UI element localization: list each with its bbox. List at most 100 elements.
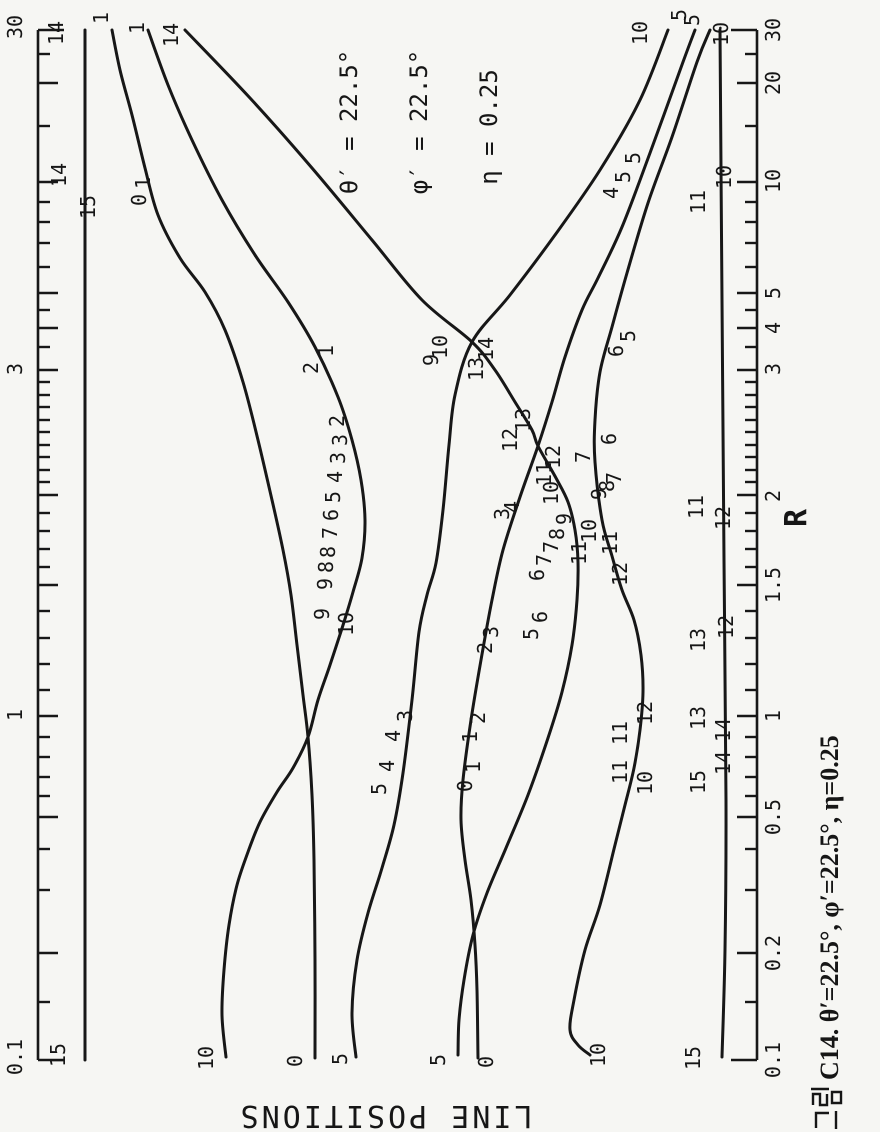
- curve-line-15-lower-label-8: 14: [711, 718, 735, 742]
- y-axis-title: LINE POSITIONS: [238, 1098, 533, 1132]
- curve-line-10-upper-label-14: 10: [334, 612, 358, 636]
- curve-line-0-lower-label-11: 0: [453, 780, 477, 792]
- axis-top-ruler-tick-label-0: 30: [3, 15, 27, 39]
- curve-line-15-lower-label-11: 15: [681, 1046, 705, 1070]
- curve-line-0-lower-label-4: 4: [500, 501, 524, 513]
- curve-line-5-lower-right-label-2: 13: [464, 357, 488, 381]
- axis-r-ruler-tick-label-9: 0.5: [761, 799, 785, 835]
- curve-line-5-lower-right-label-5: 12: [541, 445, 565, 469]
- curve-line-10-lower-label-7: 9: [587, 488, 611, 500]
- curve-line-5-lower-right-label-14: 5: [519, 628, 543, 640]
- curve-line-10-upper-label-12: 9: [313, 578, 337, 590]
- curve-line-10-upper-label-2: 2: [299, 362, 323, 374]
- curve-line-5-lower-right-label-10: 7: [539, 541, 563, 553]
- curve-line-5-lower-right-label-12: 6: [525, 569, 549, 581]
- hangul-rim: [811, 1092, 829, 1107]
- curve-line-10-lower-label-4: 7: [571, 451, 595, 463]
- curve-line-5-upper-label-5: 4: [375, 760, 399, 772]
- curve-line-10-lower-label-9: 11: [567, 541, 591, 565]
- curve-line-5-upper-label-1: 10: [428, 335, 452, 359]
- curve-line-5-upper-label-7: 5: [328, 1053, 352, 1065]
- curve-line-0-upper-label-2: 0: [127, 194, 151, 206]
- curve-line-10-lower-label-15: 10: [633, 771, 657, 795]
- curve-line-10-upper-label-3: 2: [325, 415, 349, 427]
- curve-line-5-upper-label-0: 10: [628, 21, 652, 45]
- curve-line-0-lower-label-10: 1: [461, 761, 485, 773]
- curve-line-0-lower-label-12: 0: [474, 1056, 498, 1068]
- curve-line-5-lower-right-label-6: 11: [532, 462, 556, 486]
- axis-top-ruler-tick-label-2: 1: [3, 709, 27, 721]
- curve-line-10-upper-label-11: 8: [314, 561, 338, 573]
- axis-r-ruler-tick-label-10: 0.2: [761, 935, 785, 971]
- curve-line-10-lower-label-0: 5: [680, 14, 704, 26]
- curve-line-0-upper-label-1: 1: [131, 177, 155, 189]
- curve-line-0-lower-label-9: 1: [458, 731, 482, 743]
- curve-line-10-lower-label-16: 10: [586, 1043, 610, 1067]
- curve-line-10-upper-label-8: 6: [319, 509, 343, 521]
- axis-r-ruler-tick-label-1: 20: [761, 71, 785, 95]
- curve-line-10-upper-label-10: 8: [316, 546, 340, 558]
- curve-line-5-lower-right-label-0: 14: [159, 23, 183, 47]
- curve-line-10-upper-label-5: 3: [326, 452, 350, 464]
- curve-line-15-lower-label-4: 12: [711, 506, 735, 530]
- curve-line-5-lower-right-label-7: 10: [539, 481, 563, 505]
- curve-line-15-lower-label-1: 11: [686, 190, 710, 214]
- axis-r-ruler: [731, 28, 759, 1062]
- axis-r-ruler-tick-label-8: 1: [761, 710, 785, 722]
- curve-line-10-upper-label-0: 1: [125, 22, 149, 34]
- curve-line-10-upper-label-4: 3: [328, 434, 352, 446]
- annotation-1: φ′ = 22.5°: [405, 50, 433, 195]
- axis-r-ruler-tick-label-5: 3: [761, 363, 785, 375]
- axis-top-ruler-tick-label-1: 3: [3, 363, 27, 375]
- curve-line-15-upper-label-2: 15: [76, 195, 100, 219]
- curve-line-10-upper-label-13: 9: [310, 608, 334, 620]
- curve-line-10-lower-label-8: 10: [577, 519, 601, 543]
- axis-r-ruler-tick-label-7: 1.5: [761, 567, 785, 603]
- curve-line-5-lower-right-label-15: 5: [426, 1054, 450, 1066]
- annotation-2: η = 0.25: [475, 69, 503, 185]
- curve-line-10-upper-label-1: 1: [314, 345, 338, 357]
- curve-line-10-lower-label-3: 6: [597, 433, 621, 445]
- curve-line-0-lower-label-0: 5: [667, 9, 691, 21]
- curve-line-15-lower-label-2: 10: [712, 165, 736, 189]
- curve-line-15-lower-label-0: 10: [709, 22, 733, 46]
- hangul-geu: [814, 1111, 829, 1128]
- curve-line-5-lower-right-label-13: 6: [528, 611, 552, 623]
- caption-text: C14. θ′=22.5°, φ′=22.5°, η=0.25: [815, 735, 844, 1080]
- curve-line-0-lower-label-8: 2: [466, 712, 490, 724]
- curve-line-10-lower-label-5: 7: [602, 472, 626, 484]
- curve-line-15-lower-label-3: 11: [684, 495, 708, 519]
- annotation-0: θ′ = 22.5°: [335, 50, 363, 195]
- curve-line-15-lower-label-10: 14: [711, 751, 735, 775]
- axis-r-ruler-tick-label-11: 0.1: [761, 1042, 785, 1078]
- axis-r-ruler-tick-label-0: 30: [761, 18, 785, 42]
- curve-line-10-lower-label-10: 11: [598, 531, 622, 555]
- curve-line-5-upper-label-4: 4: [381, 730, 405, 742]
- curve-line-5-upper-label-2: 9: [419, 354, 443, 366]
- curve-line-15-upper-label-0: 14: [44, 21, 68, 45]
- curve-line-5-upper-label-6: 5: [367, 783, 391, 795]
- curve-line-15-upper-label-1: 14: [47, 163, 71, 187]
- curve-line-10-upper-label-15: 10: [194, 1046, 218, 1070]
- curve-line-10-lower-label-13: 11: [608, 721, 632, 745]
- curve-line-0-lower-label-1: 5: [621, 152, 645, 164]
- curve-line-5-upper-label-3: 3: [393, 710, 417, 722]
- curve-line-5-lower-right-label-4: 12: [498, 428, 522, 452]
- axis-r-ruler-tick-label-3: 5: [761, 287, 785, 299]
- curve-line-0-upper-label-0: 1: [89, 12, 113, 24]
- axis-top-ruler: [36, 28, 64, 1062]
- r-axis-title: R: [779, 508, 814, 527]
- curve-line-5-lower-right-label-3: 13: [511, 408, 535, 432]
- axis-r-ruler-tick-label-2: 10: [761, 169, 785, 193]
- axis-r-ruler-tick-label-4: 4: [761, 322, 785, 334]
- curve-line-0-lower-label-6: 3: [479, 626, 503, 638]
- curve-line-10-lower-label-2: 6: [604, 345, 628, 357]
- figure-caption: C14. θ′=22.5°, φ′=22.5°, η=0.25: [811, 735, 844, 1129]
